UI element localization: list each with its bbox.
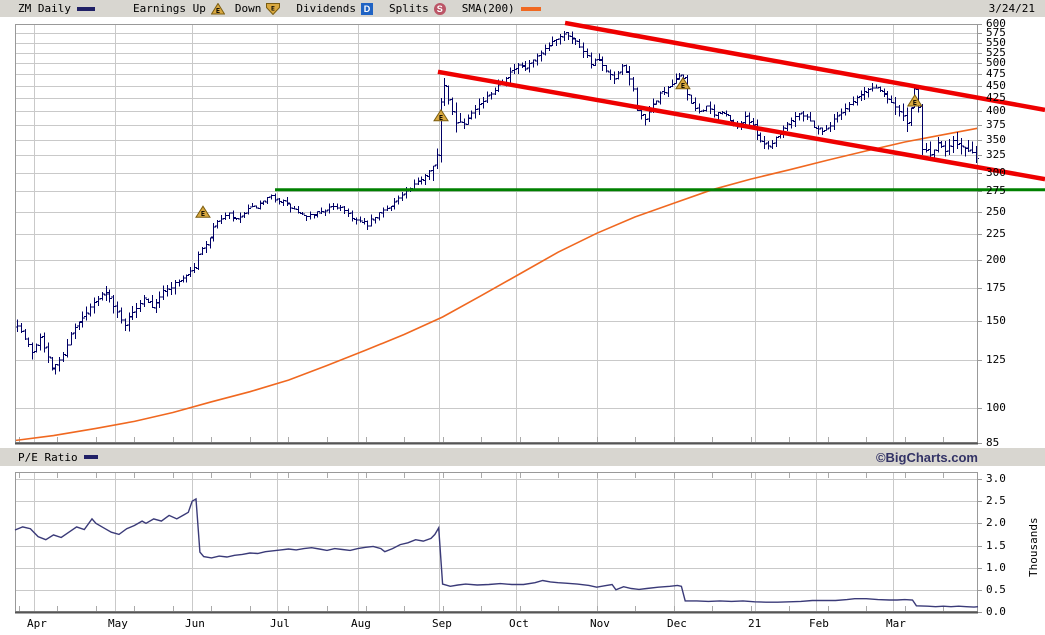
pe-ratio-label: P/E Ratio xyxy=(18,450,78,464)
month-label: Nov xyxy=(590,617,610,630)
dividends-icon: D xyxy=(360,2,373,15)
pe-axis-label: 1.5 xyxy=(986,539,1006,552)
price-axis-label: 475 xyxy=(986,67,1006,80)
price-axis-label: 85 xyxy=(986,436,1000,449)
svg-text:E: E xyxy=(216,7,220,15)
svg-text:E: E xyxy=(201,210,205,218)
month-label: Mar xyxy=(886,617,906,630)
month-label: Aug xyxy=(351,617,371,630)
price-axis-label: 550 xyxy=(986,36,1006,49)
legend-earnings-down-label: Down xyxy=(234,2,262,15)
symbol-title: ZM Daily xyxy=(18,2,71,15)
legend-earnings-up-label: Earnings Up xyxy=(132,2,206,15)
month-label: Jun xyxy=(185,617,205,630)
price-axis-label: 150 xyxy=(986,314,1006,327)
price-axis-label: 600 xyxy=(986,17,1006,30)
sma-swatch xyxy=(520,6,541,11)
price-axis-label: 175 xyxy=(986,281,1006,294)
price-axis-label: 375 xyxy=(986,118,1006,131)
svg-text:E: E xyxy=(271,4,275,12)
month-label: Apr xyxy=(27,617,47,630)
legend-sma-label: SMA(200) xyxy=(461,2,515,15)
price-series-swatch xyxy=(76,6,95,11)
legend-splits-label: Splits xyxy=(388,2,429,15)
price-axis-label: 200 xyxy=(986,253,1006,266)
price-axis-label: 400 xyxy=(986,104,1006,117)
svg-text:E: E xyxy=(913,99,917,107)
earnings-up-icon: E xyxy=(210,2,225,15)
chart-date: 3/24/21 xyxy=(988,2,1035,15)
price-axis-label: 500 xyxy=(986,56,1006,69)
price-axis-label: 100 xyxy=(986,401,1006,414)
pe-separator-strip: P/E Ratio xyxy=(0,448,1045,466)
pe-axis-label: 0.5 xyxy=(986,583,1006,596)
month-label: Dec xyxy=(667,617,687,630)
pe-axis-label: 0.0 xyxy=(986,605,1006,618)
pe-axis-label: 2.5 xyxy=(986,494,1006,507)
pe-axis-unit-label: Thousands xyxy=(1027,517,1040,577)
splits-icon: S xyxy=(433,2,446,15)
chart-header-strip: ZM Daily Earnings Up E Down E Dividends … xyxy=(0,0,1045,17)
pe-series-swatch xyxy=(83,455,98,459)
price-axis-label: 525 xyxy=(986,46,1006,59)
bigcharts-copyright: ©BigCharts.com xyxy=(875,450,978,465)
price-axis-label: 125 xyxy=(986,353,1006,366)
price-axis-label: 225 xyxy=(986,227,1006,240)
pe-axis-label: 3.0 xyxy=(986,472,1006,485)
month-label: 21 xyxy=(748,617,762,630)
legend-dividends-label: Dividends xyxy=(296,2,356,15)
earnings-down-icon: E xyxy=(266,2,281,15)
month-label: Jul xyxy=(270,617,290,630)
month-label: Sep xyxy=(432,617,452,630)
price-axis-label: 575 xyxy=(986,26,1006,39)
month-label: Feb xyxy=(809,617,829,630)
price-axis-label: 250 xyxy=(986,205,1006,218)
svg-text:E: E xyxy=(439,114,443,122)
price-axis-label: 425 xyxy=(986,91,1006,104)
svg-text:E: E xyxy=(681,82,685,90)
price-axis-label: 275 xyxy=(986,184,1006,197)
pe-axis-label: 2.0 xyxy=(986,516,1006,529)
price-axis-label: 300 xyxy=(986,166,1006,179)
price-axis-label: 350 xyxy=(986,133,1006,146)
price-axis-label: 325 xyxy=(986,148,1006,161)
pe-axis-label: 1.0 xyxy=(986,561,1006,574)
month-label: May xyxy=(108,617,128,630)
price-axis-label: 450 xyxy=(986,79,1006,92)
month-label: Oct xyxy=(509,617,529,630)
